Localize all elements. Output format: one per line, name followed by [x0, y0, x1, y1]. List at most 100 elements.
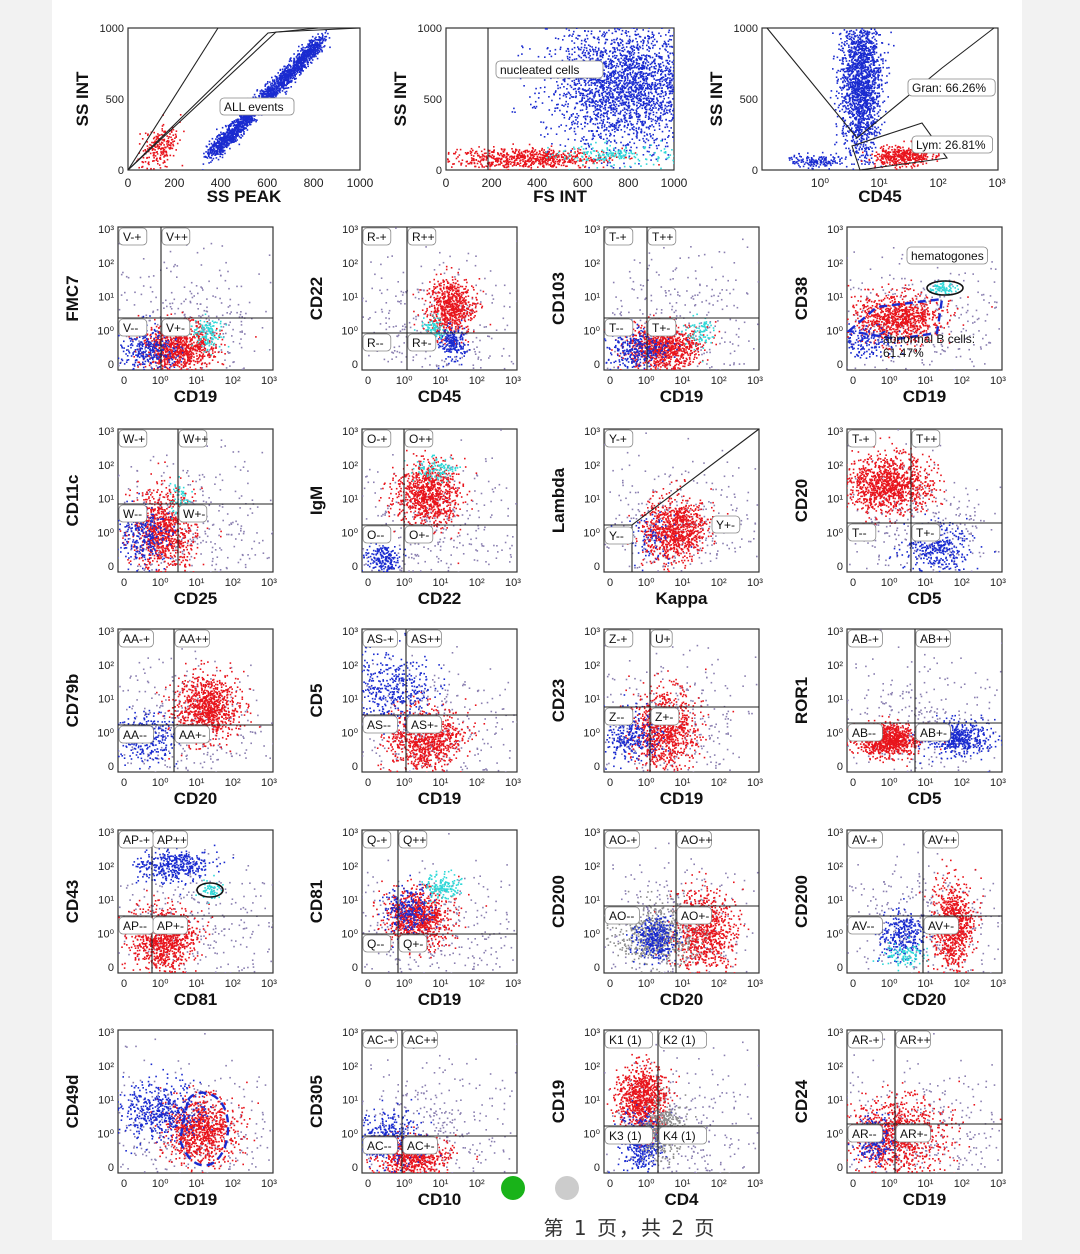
- x-tick-label: 600: [257, 176, 277, 190]
- quadrant-label: U+: [655, 632, 671, 646]
- event-cloud: [626, 479, 729, 572]
- quadrant-label-box: [847, 916, 883, 935]
- y-tick-label: 10²: [827, 861, 843, 873]
- x-tick-label: 10³: [261, 375, 277, 387]
- y-axis-label: CD38: [792, 277, 811, 320]
- x-tick-label: 10⁰: [152, 978, 169, 990]
- quadrant-label-box: [174, 725, 210, 744]
- x-tick-label: 0: [121, 375, 127, 387]
- x-axis-label: CD19: [903, 1190, 946, 1209]
- event-cloud: [654, 871, 750, 973]
- y-tick-label: 10¹: [827, 694, 843, 706]
- gate-label-box: [495, 60, 604, 79]
- quadrant-label-box: [178, 504, 208, 523]
- quadrant-label-box: [923, 916, 959, 935]
- y-tick-label: 0: [108, 962, 114, 974]
- x-tick-label: 10²: [469, 1178, 485, 1190]
- y-tick-label: 10³: [342, 224, 358, 236]
- x-tick-label: 10²: [954, 777, 970, 789]
- page-indicator-dot-active[interactable]: [501, 1176, 525, 1200]
- quadrant-label-box: [118, 318, 148, 337]
- x-tick-label: 0: [850, 978, 856, 990]
- quadrant-label: K2 (1): [663, 1033, 696, 1047]
- quadrant-label-box: [847, 629, 883, 648]
- y-axis-label: SS INT: [391, 71, 410, 126]
- quadrant-label-box: [604, 707, 634, 726]
- event-cloud: [826, 28, 895, 170]
- x-tick-label: 10⁰: [638, 375, 655, 387]
- quadrant-label-box: [406, 715, 442, 734]
- x-axis-label: CD19: [174, 387, 217, 406]
- event-cloud: [888, 513, 996, 572]
- x-tick-label: 0: [607, 1178, 613, 1190]
- quadrant-label: AS++: [411, 632, 441, 646]
- quadrant-label-box: [604, 429, 634, 448]
- gate-label: Lym: 26.81%: [916, 138, 986, 152]
- plot-frame: [846, 829, 1003, 974]
- y-axis-label: SS INT: [707, 71, 726, 126]
- x-tick-label: 10⁰: [881, 375, 898, 387]
- quadrant-label: AA-+: [123, 632, 150, 646]
- x-tick-label: 10³: [747, 978, 763, 990]
- x-tick-label: 0: [607, 777, 613, 789]
- page-indicator-dot[interactable]: [555, 1176, 579, 1200]
- x-tick-label: 0: [121, 978, 127, 990]
- quadrant-label: Z-+: [609, 632, 627, 646]
- x-tick-label: 400: [211, 176, 231, 190]
- plot-23: CD19 CD24 0 10⁰ 10¹ 10² 10³ 0 10⁰ 10¹ 10² 10³ AR-+ AR…: [792, 1027, 1006, 1209]
- y-tick-label: 10¹: [584, 694, 600, 706]
- quadrant-label-box: [398, 934, 428, 953]
- quadrant-label: AV++: [928, 833, 957, 847]
- y-axis-label: CD81: [307, 880, 326, 923]
- y-axis-label: IgM: [307, 486, 326, 515]
- x-tick-label: 10¹: [675, 375, 691, 387]
- quadrant-label: AO-+: [609, 833, 637, 847]
- y-tick-label: 10³: [584, 827, 600, 839]
- x-tick-label: 10³: [990, 777, 1006, 789]
- plot-16: CD81 CD43 0 10⁰ 10¹ 10² 10³ 0 10⁰ 10¹ 10² 10³ AP-+ AP…: [63, 827, 277, 1009]
- quadrant-label-box: [911, 429, 941, 448]
- quadrant-label: O+-: [409, 528, 429, 542]
- y-tick-label: 0: [594, 561, 600, 573]
- y-tick-label: 10¹: [827, 494, 843, 506]
- y-tick-label: 500: [424, 94, 442, 106]
- plot-frame: [361, 829, 518, 974]
- x-tick-label: 10⁰: [396, 978, 413, 990]
- event-cloud: [421, 869, 463, 904]
- x-tick-label: 10³: [990, 978, 1006, 990]
- plot-frame: [761, 27, 999, 171]
- quadrant-label: T-+: [852, 432, 870, 446]
- y-axis-label: CD11c: [63, 475, 82, 527]
- x-axis-label: CD5: [907, 589, 941, 608]
- y-tick-label: 10³: [827, 827, 843, 839]
- abnormal-b-gate: [846, 297, 944, 341]
- quadrant-label: Q+-: [403, 937, 423, 951]
- y-tick-label: 10⁰: [97, 325, 114, 337]
- quadrant-label: AC+-: [407, 1139, 435, 1153]
- hematogone-gate: [926, 280, 964, 296]
- y-tick-label: 0: [108, 359, 114, 371]
- quadrant-label: AC++: [407, 1033, 438, 1047]
- x-tick-label: 10³: [505, 577, 521, 589]
- plot-frame: [603, 829, 760, 974]
- gate-label: Gran: 66.26%: [912, 81, 986, 95]
- quadrant-label: AS+-: [411, 718, 438, 732]
- y-axis-label: CD103: [549, 272, 568, 325]
- y-tick-label: 10³: [827, 426, 843, 438]
- quadrant-label-box: [847, 1124, 883, 1143]
- y-tick-label: 10²: [827, 460, 843, 472]
- y-tick-label: 0: [594, 359, 600, 371]
- gate-label-box: [219, 97, 295, 116]
- quadrant-label-box: [604, 629, 634, 648]
- quadrant-label: V-+: [123, 230, 141, 244]
- quadrant-label-box: [658, 1030, 707, 1049]
- plot-5: CD45 CD22 0 10⁰ 10¹ 10² 10³ 0 10⁰ 10¹ 10² 10³ R-+ R++…: [307, 224, 521, 406]
- event-cloud: [626, 915, 683, 966]
- x-axis-label: CD20: [660, 990, 703, 1009]
- y-tick-label: 10³: [342, 426, 358, 438]
- x-tick-label: 600: [573, 176, 593, 190]
- x-tick-label: 10³: [988, 176, 1005, 190]
- event-cloud: [619, 668, 735, 772]
- y-tick-label: 0: [837, 1162, 843, 1174]
- quadrant-label-box: [152, 830, 188, 849]
